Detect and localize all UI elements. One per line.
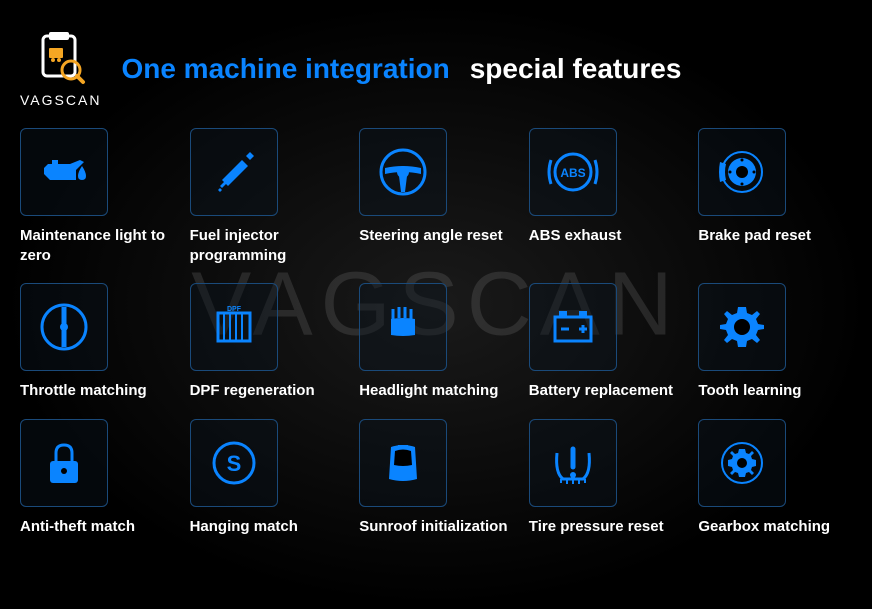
abs-icon: ABS (529, 128, 617, 216)
gearbox-icon (698, 419, 786, 507)
feature-label: Maintenance light to zero (20, 226, 170, 265)
brake-disc-icon (698, 128, 786, 216)
battery-icon (529, 283, 617, 371)
throttle-icon (20, 283, 108, 371)
feature-steering-angle[interactable]: Steering angle reset (359, 128, 513, 265)
feature-label: Headlight matching (359, 381, 498, 401)
feature-label: DPF regeneration (190, 381, 315, 401)
feature-label: Throttle matching (20, 381, 147, 401)
header: VAGSCAN One machine integration special … (0, 0, 872, 118)
logo-block: VAGSCAN (20, 30, 101, 108)
title-primary: One machine integration (121, 53, 449, 85)
feature-sunroof[interactable]: Sunroof initialization (359, 419, 513, 537)
features-grid: Maintenance light to zero Fuel injector … (0, 118, 872, 556)
feature-throttle[interactable]: Throttle matching (20, 283, 174, 401)
feature-abs-exhaust[interactable]: ABS ABS exhaust (529, 128, 683, 265)
feature-tooth[interactable]: Tooth learning (698, 283, 852, 401)
feature-hanging[interactable]: S Hanging match (190, 419, 344, 537)
feature-dpf[interactable]: DPF DPF regeneration (190, 283, 344, 401)
svg-text:DPF: DPF (227, 306, 242, 313)
feature-label: Tooth learning (698, 381, 801, 401)
feature-tire-pressure[interactable]: Tire pressure reset (529, 419, 683, 537)
tpms-icon (529, 419, 617, 507)
feature-label: Brake pad reset (698, 226, 811, 246)
feature-label: Steering angle reset (359, 226, 502, 246)
steering-wheel-icon (359, 128, 447, 216)
feature-maintenance-light[interactable]: Maintenance light to zero (20, 128, 174, 265)
feature-label: Battery replacement (529, 381, 673, 401)
feature-anti-theft[interactable]: Anti-theft match (20, 419, 174, 537)
feature-label: Sunroof initialization (359, 517, 507, 537)
oil-can-icon (20, 128, 108, 216)
feature-headlight[interactable]: Headlight matching (359, 283, 513, 401)
feature-label: Anti-theft match (20, 517, 135, 537)
headlight-icon (359, 283, 447, 371)
feature-label: Gearbox matching (698, 517, 830, 537)
brand-text: VAGSCAN (20, 92, 101, 108)
gear-icon (698, 283, 786, 371)
lock-icon (20, 419, 108, 507)
feature-battery[interactable]: Battery replacement (529, 283, 683, 401)
feature-label: Hanging match (190, 517, 298, 537)
svg-text:S: S (226, 451, 241, 476)
feature-label: Fuel injector programming (190, 226, 340, 265)
feature-label: Tire pressure reset (529, 517, 664, 537)
injector-icon (190, 128, 278, 216)
feature-label: ABS exhaust (529, 226, 622, 246)
svg-text:ABS: ABS (560, 166, 585, 180)
dpf-filter-icon: DPF (190, 283, 278, 371)
feature-gearbox[interactable]: Gearbox matching (698, 419, 852, 537)
title-secondary: special features (470, 53, 682, 85)
feature-brake-pad[interactable]: Brake pad reset (698, 128, 852, 265)
suspension-icon: S (190, 419, 278, 507)
logo-icon (33, 30, 89, 86)
feature-fuel-injector[interactable]: Fuel injector programming (190, 128, 344, 265)
sunroof-icon (359, 419, 447, 507)
